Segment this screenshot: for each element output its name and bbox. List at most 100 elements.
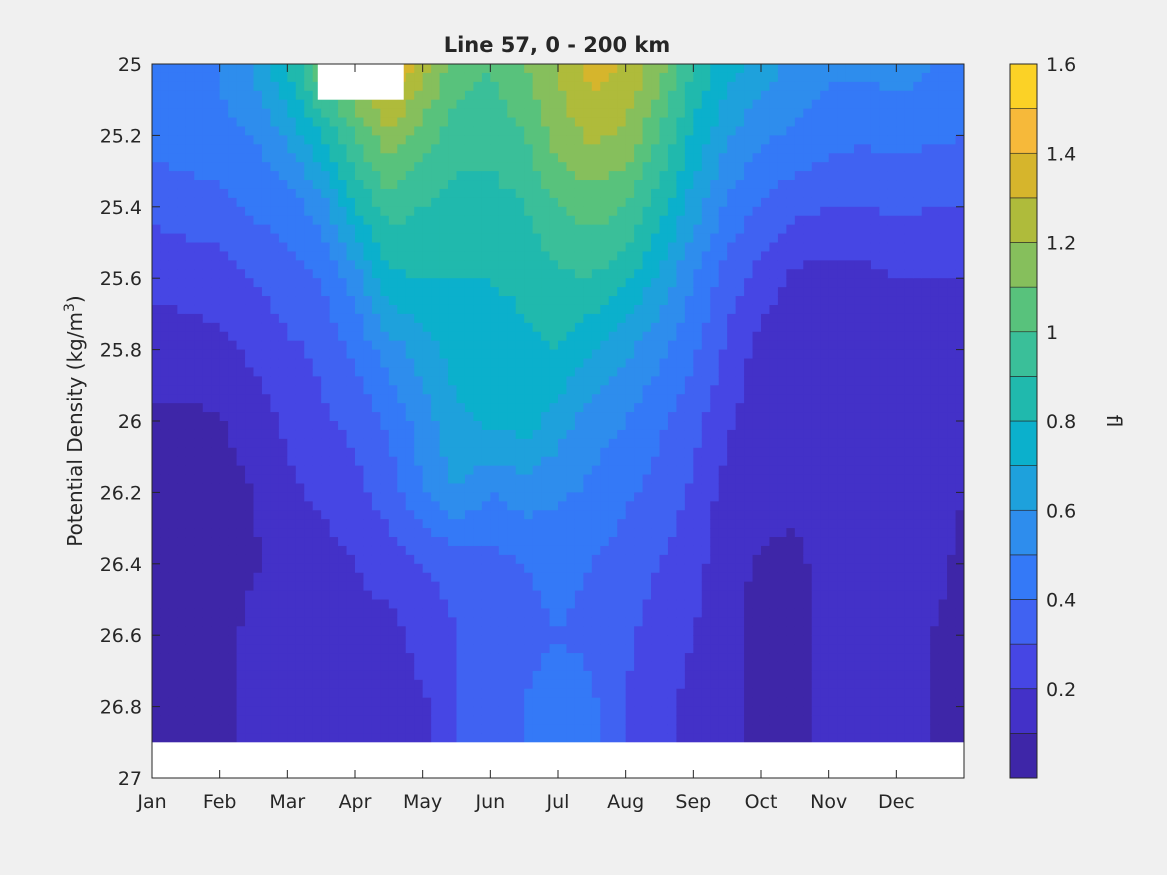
contour-cell	[591, 554, 601, 565]
contour-cell	[558, 331, 568, 342]
contour-cell	[177, 572, 187, 583]
contour-cell	[236, 626, 246, 636]
contour-cell	[236, 64, 246, 74]
contour-cell	[287, 108, 297, 119]
contour-cell	[667, 528, 678, 538]
contour-cell	[515, 581, 525, 592]
contour-cell	[617, 545, 627, 556]
contour-cell	[287, 483, 297, 494]
contour-cell	[634, 144, 644, 154]
contour-cell	[261, 367, 272, 377]
contour-cell	[287, 117, 297, 128]
contour-cell	[253, 599, 263, 610]
contour-cell	[464, 554, 475, 565]
contour-cell	[464, 474, 475, 485]
contour-cell	[194, 438, 204, 449]
contour-cell	[270, 501, 280, 511]
contour-cell	[253, 733, 263, 743]
contour-cell	[676, 313, 686, 324]
contour-cell	[304, 626, 314, 636]
contour-cell	[515, 661, 525, 672]
contour-cell	[473, 688, 483, 699]
contour-cell	[490, 197, 500, 208]
contour-cell	[651, 296, 661, 306]
contour-cell	[329, 153, 339, 163]
contour-cell	[558, 340, 568, 351]
contour-cell	[160, 528, 170, 538]
contour-cell	[464, 99, 475, 110]
contour-cell	[583, 340, 593, 351]
contour-cell	[380, 117, 390, 128]
contour-cell	[321, 563, 331, 574]
contour-cell	[168, 599, 178, 610]
contour-cell	[524, 90, 534, 101]
contour-cell	[515, 572, 525, 583]
contour-cell	[295, 340, 305, 351]
contour-cell	[464, 376, 475, 386]
contour-cell	[651, 706, 661, 717]
contour-cell	[177, 278, 187, 288]
contour-cell	[355, 545, 365, 556]
contour-cell	[202, 465, 212, 476]
contour-cell	[583, 313, 593, 324]
contour-cell	[329, 180, 339, 190]
contour-cell	[608, 269, 618, 279]
contour-cell	[490, 278, 500, 288]
contour-cell	[507, 188, 517, 199]
contour-cell	[371, 554, 381, 565]
contour-cell	[278, 171, 288, 181]
contour-cell	[236, 394, 246, 404]
contour-cell	[634, 697, 644, 708]
contour-cell	[380, 171, 390, 181]
contour-cell	[278, 233, 288, 244]
contour-cell	[498, 162, 508, 172]
contour-cell	[532, 135, 542, 145]
contour-cell	[312, 697, 322, 708]
contour-cell	[566, 296, 576, 306]
contour-cell	[667, 519, 678, 529]
contour-cell	[422, 438, 432, 449]
contour-cell	[642, 108, 652, 119]
contour-cell	[431, 715, 441, 726]
contour-cell	[304, 153, 314, 163]
contour-cell	[236, 438, 246, 449]
contour-cell	[431, 706, 441, 717]
contour-cell	[312, 153, 322, 163]
contour-cell	[634, 135, 644, 145]
contour-cell	[304, 313, 314, 324]
contour-cell	[431, 260, 441, 270]
contour-cell	[431, 697, 441, 708]
contour-cell	[168, 554, 178, 565]
contour-cell	[583, 153, 593, 163]
contour-cell	[168, 412, 178, 422]
contour-cell	[464, 581, 475, 592]
contour-cell	[600, 644, 610, 654]
contour-cell	[388, 456, 398, 467]
contour-cell	[448, 447, 458, 458]
contour-cell	[422, 322, 432, 333]
contour-cell	[507, 206, 517, 217]
contour-cell	[515, 501, 525, 511]
contour-cell	[168, 510, 178, 520]
contour-cell	[481, 90, 491, 101]
contour-cell	[371, 242, 381, 253]
contour-cell	[600, 688, 610, 699]
contour-cell	[608, 126, 618, 137]
contour-cell	[177, 501, 187, 511]
contour-cell	[194, 608, 204, 618]
contour-cell	[397, 456, 407, 467]
contour-cell	[498, 64, 508, 74]
contour-cell	[490, 188, 500, 199]
contour-cell	[321, 447, 331, 458]
contour-cell	[651, 215, 661, 226]
contour-cell	[152, 153, 162, 163]
contour-cell	[659, 385, 669, 395]
contour-cell	[583, 412, 593, 422]
contour-cell	[473, 331, 483, 342]
contour-cell	[473, 394, 483, 404]
contour-cell	[439, 688, 449, 699]
contour-cell	[168, 64, 178, 74]
contour-cell	[329, 644, 339, 654]
contour-cell	[397, 465, 407, 476]
contour-cell	[160, 233, 170, 244]
